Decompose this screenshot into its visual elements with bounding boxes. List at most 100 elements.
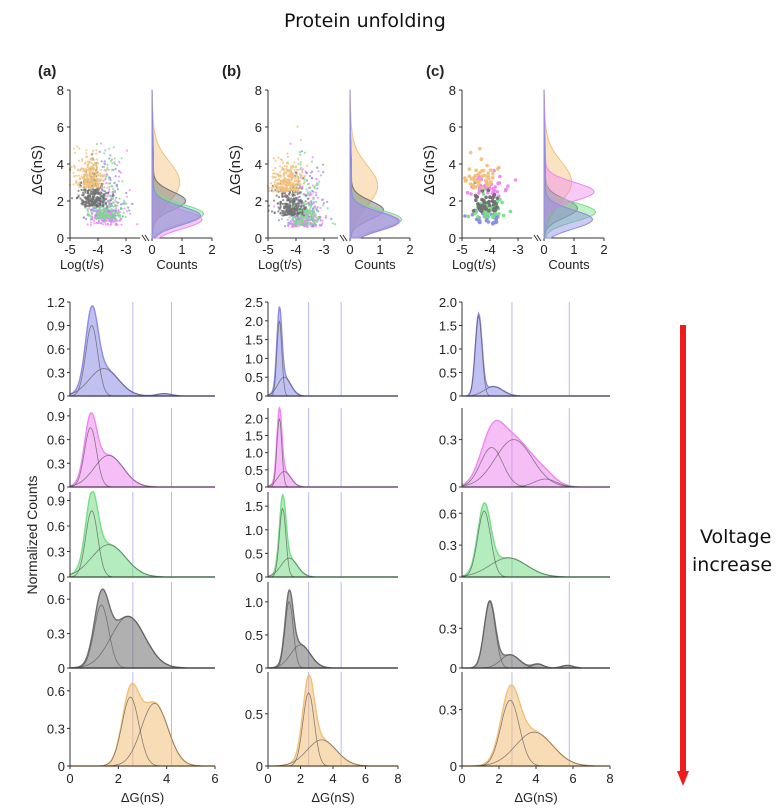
scatter-point bbox=[305, 203, 307, 205]
scatter-point bbox=[95, 179, 97, 181]
scatter-point bbox=[93, 203, 95, 205]
histogram-x-tick-label: 0 bbox=[458, 771, 465, 786]
scatter-point bbox=[486, 172, 490, 176]
scatter-point bbox=[109, 154, 111, 156]
scatter-point bbox=[79, 169, 81, 171]
voltage-arrow-head bbox=[677, 771, 689, 786]
scatter-point bbox=[482, 169, 486, 173]
voltage-increase-arrow bbox=[677, 325, 691, 787]
scatter-point bbox=[85, 218, 87, 220]
scatter-point bbox=[300, 167, 302, 169]
scatter-point bbox=[310, 217, 312, 219]
scatter-point bbox=[77, 184, 79, 186]
scatter-point bbox=[111, 162, 113, 164]
counts-axis-label: Counts bbox=[548, 257, 590, 272]
scatter-point bbox=[93, 175, 95, 177]
scatter-point bbox=[303, 205, 305, 207]
scatter-y-tick-label: 8 bbox=[57, 83, 64, 98]
scatter-point bbox=[304, 175, 306, 177]
scatter-point bbox=[485, 219, 489, 223]
scatter-point bbox=[319, 207, 321, 209]
scatter-point bbox=[116, 212, 118, 214]
scatter-point bbox=[305, 194, 307, 196]
scatter-point bbox=[493, 193, 497, 197]
scatter-point bbox=[289, 216, 291, 218]
scatter-point bbox=[90, 221, 92, 223]
histogram-area-black bbox=[70, 589, 215, 668]
scatter-point bbox=[300, 161, 302, 163]
scatter-point bbox=[278, 219, 280, 221]
voltage-label-line2: increase bbox=[692, 551, 772, 579]
scatter-point bbox=[283, 170, 285, 172]
panel-label: (b) bbox=[222, 63, 241, 80]
scatter-point bbox=[289, 201, 291, 203]
scatter-point bbox=[309, 204, 311, 206]
scatter-point bbox=[286, 165, 288, 167]
scatter-point bbox=[476, 215, 480, 219]
scatter-point bbox=[309, 195, 311, 197]
scatter-point bbox=[301, 150, 303, 152]
scatter-point bbox=[463, 214, 467, 218]
scatter-point bbox=[95, 183, 97, 185]
scatter-point bbox=[298, 205, 300, 207]
scatter-point bbox=[286, 162, 288, 164]
histogram-y-tick-label: 1.0 bbox=[245, 595, 263, 610]
scatter-point bbox=[94, 164, 96, 166]
scatter-point bbox=[310, 207, 312, 209]
scatter-point bbox=[312, 211, 314, 213]
scatter-point bbox=[78, 182, 80, 184]
scatter-point bbox=[116, 186, 118, 188]
histogram-y-tick-label: 0.9 bbox=[47, 494, 65, 509]
scatter-point bbox=[97, 162, 99, 164]
histogram-x-tick-label: 6 bbox=[362, 771, 369, 786]
scatter-point bbox=[509, 210, 513, 214]
scatter-y-tick-label: 0 bbox=[449, 231, 456, 246]
scatter-point bbox=[301, 209, 303, 211]
scatter-point bbox=[305, 216, 307, 218]
scatter-point bbox=[110, 160, 112, 162]
histogram-area-green bbox=[268, 495, 398, 577]
scatter-point bbox=[290, 222, 292, 224]
scatter-point bbox=[496, 182, 500, 186]
scatter-point bbox=[122, 216, 124, 218]
scatter-point bbox=[90, 224, 92, 226]
scatter-point bbox=[112, 213, 114, 215]
scatter-point bbox=[115, 197, 117, 199]
scatter-point bbox=[492, 188, 496, 192]
scatter-point bbox=[317, 216, 319, 218]
scatter-point bbox=[308, 202, 310, 204]
scatter-point bbox=[514, 178, 518, 182]
scatter-point bbox=[310, 216, 312, 218]
scatter-point bbox=[287, 196, 289, 198]
scatter-point bbox=[114, 209, 116, 211]
histogram-x-tick-label: 4 bbox=[532, 771, 539, 786]
scatter-point bbox=[120, 172, 122, 174]
scatter-point bbox=[285, 210, 287, 212]
scatter-point bbox=[109, 182, 111, 184]
histogram-x-tick-label: 0 bbox=[264, 771, 271, 786]
scatter-point bbox=[90, 215, 92, 217]
scatter-point bbox=[98, 182, 100, 184]
scatter-point bbox=[77, 169, 79, 171]
scatter-point bbox=[83, 217, 85, 219]
scatter-point bbox=[477, 179, 481, 183]
scatter-point bbox=[83, 186, 85, 188]
scatter-point bbox=[281, 187, 283, 189]
scatter-point bbox=[120, 224, 122, 226]
scatter-point bbox=[85, 205, 87, 207]
scatter-point bbox=[274, 167, 276, 169]
histogram-y-tick-label: 2.0 bbox=[245, 314, 263, 329]
histogram-y-tick-label: 0.3 bbox=[47, 721, 65, 736]
scatter-point bbox=[113, 157, 115, 159]
scatter-point bbox=[303, 193, 305, 195]
scatter-point bbox=[277, 210, 279, 212]
scatter-point bbox=[115, 222, 117, 224]
scatter-point bbox=[126, 210, 128, 212]
counts-x-tick-label: 0 bbox=[540, 242, 547, 257]
histogram-y-tick-label: 1.5 bbox=[245, 333, 263, 348]
scatter-point bbox=[105, 203, 107, 205]
scatter-point bbox=[97, 217, 99, 219]
scatter-point bbox=[290, 143, 292, 145]
scatter-point bbox=[315, 192, 317, 194]
scatter-point bbox=[300, 224, 302, 226]
